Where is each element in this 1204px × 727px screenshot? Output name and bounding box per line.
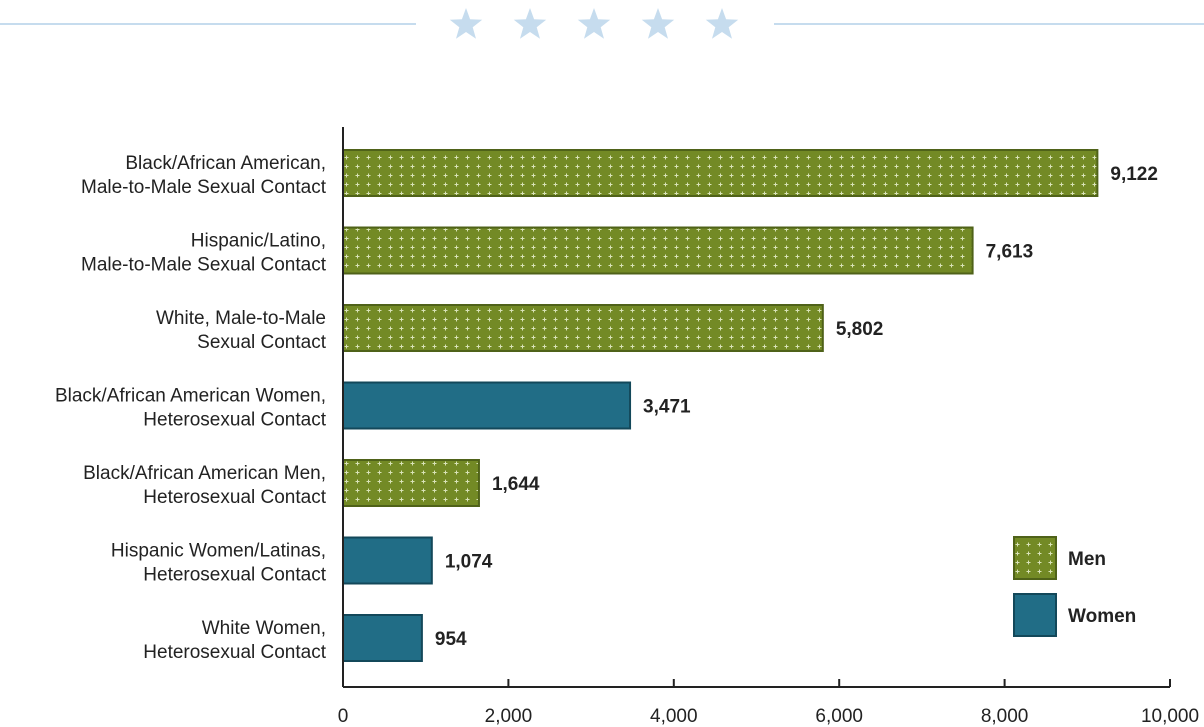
legend-swatch-men (1013, 536, 1057, 580)
bar-value-label: 1,074 (445, 552, 493, 573)
x-tick-label: 8,000 (981, 706, 1029, 727)
legend: Men Women (1013, 536, 1136, 637)
legend-label: Men (1068, 549, 1106, 570)
star-icon (641, 8, 675, 39)
bar-women (342, 381, 632, 430)
bar-women (342, 536, 433, 585)
bar-value-label: 7,613 (986, 242, 1034, 263)
header-decoration (0, 8, 1204, 39)
bar-value-label: 954 (435, 629, 467, 650)
bars-group: 9,122 Black/African American, Male-to-Male… (55, 149, 1158, 663)
bar-men (342, 459, 480, 507)
star-icon (705, 8, 739, 39)
legend-label: Women (1068, 606, 1136, 627)
x-tick-label: 0 (338, 706, 349, 727)
bar-value-label: 1,644 (492, 474, 540, 495)
category-label: Black/African American Women, Heterosexua… (55, 386, 327, 431)
category-label: Black/African American Men, Heterosexual … (83, 463, 327, 508)
x-tick-label: 4,000 (650, 706, 698, 727)
category-label: White, Male-to-Male Sexual Contact (156, 308, 327, 353)
category-label: Hispanic/Latino, Male-to-Male Sexual Cont… (81, 231, 327, 276)
x-tick-label: 6,000 (815, 706, 863, 727)
star-icon (449, 8, 483, 39)
axes-group: 0 2,000 4,000 6,000 8,000 10,000 (338, 127, 1199, 727)
bar-value-label: 9,122 (1110, 164, 1158, 185)
bar-men (342, 226, 974, 275)
category-label: Hispanic Women/Latinas, Heterosexual Cont… (111, 541, 327, 586)
category-label: Black/African American, Male-to-Male Sexu… (81, 153, 327, 198)
x-tick-label: 2,000 (485, 706, 533, 727)
bar-men (342, 304, 824, 352)
category-label: White Women, Heterosexual Contact (143, 618, 326, 663)
bar-value-label: 5,802 (836, 319, 884, 340)
bar-women (342, 614, 423, 662)
star-icon (577, 8, 611, 39)
x-tick-label: 10,000 (1141, 706, 1199, 727)
bar-value-label: 3,471 (643, 397, 691, 418)
bar-men (342, 149, 1099, 197)
star-icon (513, 8, 547, 39)
legend-swatch-women (1013, 593, 1057, 637)
